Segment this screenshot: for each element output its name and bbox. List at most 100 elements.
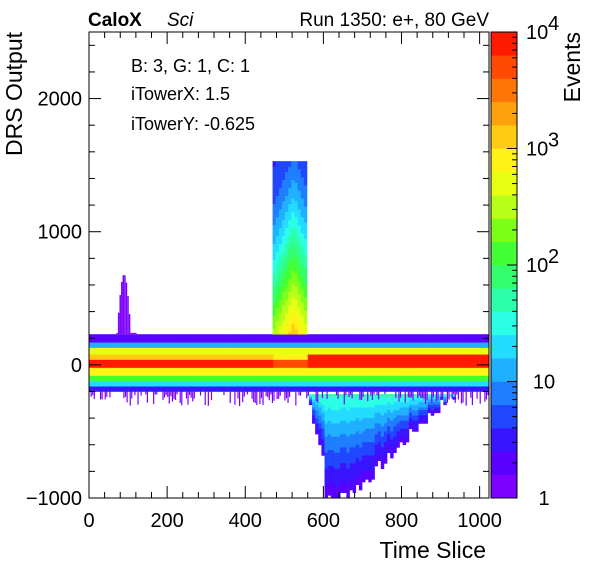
heatmap-cell bbox=[101, 334, 105, 343]
heatmap-cell bbox=[424, 420, 428, 424]
heatmap-cell bbox=[104, 334, 109, 343]
heatmap-cell bbox=[270, 354, 274, 360]
heatmap-cell bbox=[339, 354, 343, 360]
heatmap-cell bbox=[312, 410, 316, 414]
heatmap-cell bbox=[374, 407, 378, 411]
heatmap-cell bbox=[285, 193, 289, 197]
heatmap-cell bbox=[267, 359, 271, 368]
heatmap-cell bbox=[89, 367, 93, 376]
heatmap-cell bbox=[398, 347, 402, 355]
heatmap-cell bbox=[349, 476, 353, 480]
heatmap-cell bbox=[370, 359, 374, 368]
heatmap-cell bbox=[339, 347, 343, 355]
heatmap-cell bbox=[451, 386, 455, 392]
heatmap-cell bbox=[445, 375, 449, 382]
heatmap-cell bbox=[358, 458, 363, 462]
heatmap-cell bbox=[179, 375, 184, 382]
heatmap-cell bbox=[291, 294, 295, 298]
heatmap-cell bbox=[167, 386, 171, 392]
heatmap-cell bbox=[300, 323, 305, 327]
heatmap-cell bbox=[278, 254, 283, 258]
heatmap-cell bbox=[348, 391, 350, 398]
heatmap-cell bbox=[464, 354, 468, 360]
heatmap-cell bbox=[300, 270, 305, 274]
heatmap-cell bbox=[251, 367, 255, 376]
heatmap-cell bbox=[371, 391, 374, 400]
heatmap-cell bbox=[101, 375, 105, 382]
heatmap-cell bbox=[399, 426, 403, 430]
heatmap-cell bbox=[272, 278, 277, 282]
heatmap-cell bbox=[285, 222, 289, 226]
heatmap-cell bbox=[281, 267, 286, 271]
heatmap-cell bbox=[275, 225, 280, 229]
heatmap-cell bbox=[257, 342, 262, 348]
heatmap-cell bbox=[223, 386, 227, 392]
heatmap-cell bbox=[315, 407, 319, 411]
heatmap-cell bbox=[324, 442, 328, 446]
heatmap-cell bbox=[285, 166, 289, 170]
heatmap-cell bbox=[355, 471, 360, 475]
heatmap-cell bbox=[185, 334, 190, 343]
heatmap-cell bbox=[330, 404, 335, 408]
heatmap-cell bbox=[300, 320, 305, 324]
heatmap-cell bbox=[132, 367, 137, 376]
heatmap-cell bbox=[288, 278, 292, 282]
heatmap-cell bbox=[142, 342, 146, 348]
heatmap-cell bbox=[362, 404, 366, 408]
heatmap-cell bbox=[315, 418, 319, 422]
heatmap-cell bbox=[351, 334, 355, 343]
heatmap-cell bbox=[327, 399, 332, 403]
heatmap-cell bbox=[139, 380, 143, 387]
heatmap-cell bbox=[445, 380, 449, 387]
heatmap-cell bbox=[432, 380, 437, 387]
heatmap-cell bbox=[352, 484, 357, 488]
heatmap-cell bbox=[303, 217, 308, 221]
heatmap-cell bbox=[278, 251, 283, 255]
heatmap-cell bbox=[114, 367, 118, 376]
heatmap-cell bbox=[377, 412, 382, 416]
y-axis-title: DRS Output bbox=[1, 31, 27, 156]
heatmap-cell bbox=[201, 367, 205, 376]
heatmap-cell bbox=[355, 394, 360, 398]
heatmap-cell bbox=[354, 342, 359, 348]
heatmap-cell bbox=[285, 254, 289, 258]
heatmap-cell bbox=[132, 359, 137, 368]
heatmap-cell bbox=[279, 391, 281, 396]
heatmap-cell bbox=[264, 367, 268, 376]
heatmap-cell bbox=[281, 238, 286, 242]
heatmap-cell bbox=[420, 347, 424, 355]
heatmap-cell bbox=[448, 359, 452, 368]
heatmap-cell bbox=[367, 386, 371, 392]
heatmap-cell bbox=[281, 315, 286, 319]
heatmap-cell bbox=[420, 354, 424, 360]
heatmap-cell bbox=[160, 334, 165, 343]
heatmap-cell bbox=[354, 354, 359, 360]
heatmap-cell bbox=[281, 331, 286, 335]
heatmap-cell bbox=[342, 375, 346, 382]
heatmap-cell bbox=[439, 354, 443, 360]
heatmap-cell bbox=[349, 487, 353, 491]
heatmap-cell bbox=[368, 468, 372, 472]
heatmap-cell bbox=[330, 439, 335, 443]
heatmap-cell bbox=[270, 375, 274, 382]
heatmap-cell bbox=[171, 391, 174, 402]
heatmap-cell bbox=[303, 291, 308, 295]
heatmap-cell bbox=[390, 394, 394, 398]
heatmap-cell bbox=[405, 399, 410, 403]
heatmap-cell bbox=[288, 328, 292, 332]
heatmap-cell bbox=[278, 214, 283, 218]
heatmap-cell bbox=[335, 386, 340, 392]
heatmap-cell bbox=[430, 394, 435, 398]
heatmap-cell bbox=[387, 394, 391, 398]
heatmap-cell bbox=[285, 328, 289, 332]
heatmap-cell bbox=[170, 359, 174, 368]
heatmap-cell bbox=[393, 412, 397, 416]
heatmap-cell bbox=[410, 391, 413, 398]
heatmap-cell bbox=[420, 342, 424, 348]
heatmap-cell bbox=[117, 347, 121, 355]
heatmap-cell bbox=[173, 354, 177, 360]
heatmap-cell bbox=[333, 404, 338, 408]
heatmap-cell bbox=[374, 458, 378, 462]
heatmap-cell bbox=[379, 375, 384, 382]
heatmap-cell bbox=[114, 375, 118, 382]
